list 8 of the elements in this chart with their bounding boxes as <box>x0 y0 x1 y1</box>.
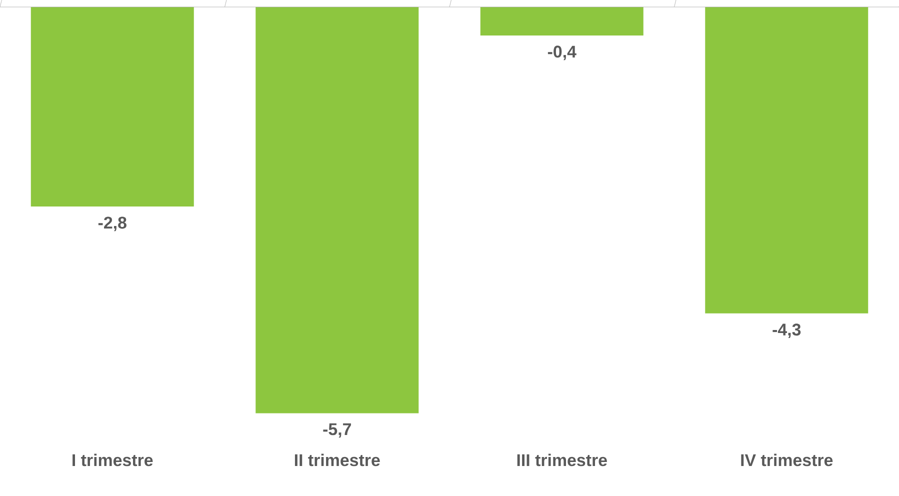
data-label: -4,3 <box>772 324 801 338</box>
data-label: -5,7 <box>323 423 351 438</box>
data-label: -2,8 <box>98 216 126 232</box>
data-label: -0,4 <box>548 46 576 60</box>
x-tick-label: II trimestre <box>294 454 380 466</box>
x-tick-label: I trimestre <box>72 454 153 466</box>
x-tick-label: IV trimestre <box>741 454 833 466</box>
x-tick-label: III trimestre <box>517 454 607 466</box>
